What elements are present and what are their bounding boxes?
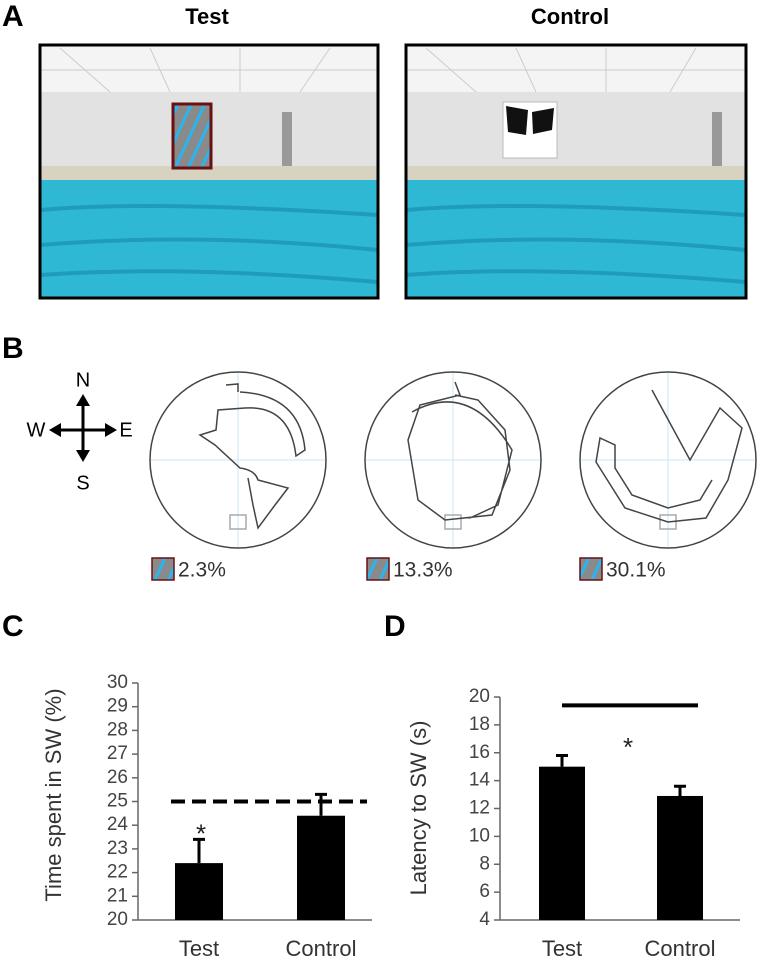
- scene-control: [404, 43, 748, 300]
- error-bar: [315, 792, 327, 816]
- x-tick-label: Control: [286, 936, 357, 961]
- x-tick-label: Control: [645, 936, 716, 961]
- y-axis-label: Latency to SW (s): [406, 721, 431, 896]
- y-tick-label: 16: [469, 742, 490, 763]
- x-tick-label: Test: [542, 936, 582, 961]
- bar: [657, 795, 703, 920]
- y-tick-label: 30: [107, 672, 128, 693]
- x-tick-label: Test: [179, 936, 219, 961]
- y-tick-label: 20: [107, 909, 128, 930]
- y-tick-label: 24: [107, 814, 129, 835]
- y-tick-label: 23: [107, 838, 128, 859]
- y-tick-label: 20: [469, 686, 490, 707]
- y-tick-label: 14: [469, 770, 491, 791]
- panel-label: D: [384, 610, 406, 643]
- y-tick-label: 10: [469, 825, 490, 846]
- bar: [297, 815, 345, 920]
- compass-label: W: [27, 419, 46, 441]
- trajectories: [149, 371, 757, 581]
- bar: [175, 863, 223, 920]
- percentage: 13.3%: [393, 559, 453, 582]
- y-tick-label: 25: [107, 791, 128, 812]
- panel-label: B: [2, 332, 24, 365]
- bar: [539, 766, 585, 920]
- y-tick-label: 8: [479, 853, 490, 874]
- y-tick-label: 12: [469, 798, 490, 819]
- percentage: 2.3%: [178, 559, 226, 582]
- compass: [49, 394, 117, 462]
- compass-label: S: [76, 472, 89, 494]
- y-tick-label: 6: [479, 881, 490, 902]
- y-tick-label: 4: [479, 909, 490, 930]
- scene-test: [38, 43, 380, 300]
- error-bar: [674, 784, 686, 796]
- y-axis-label: Time spent in SW (%): [41, 688, 66, 901]
- panel-label: A: [2, 0, 24, 33]
- percentage: 30.1%: [606, 559, 666, 582]
- panel-label: C: [2, 610, 24, 643]
- compass-label: N: [76, 369, 90, 391]
- error-bar: [556, 754, 568, 767]
- significance-star: *: [623, 732, 633, 762]
- scene-title: Test: [185, 4, 229, 29]
- compass-label: E: [119, 419, 132, 441]
- y-tick-label: 29: [107, 696, 128, 717]
- y-tick-label: 22: [107, 862, 128, 883]
- error-bar: [193, 837, 205, 864]
- y-tick-label: 21: [107, 885, 128, 906]
- y-tick-label: 26: [107, 767, 128, 788]
- significance-star: *: [196, 818, 206, 848]
- scene-title: Control: [531, 4, 609, 29]
- y-tick-label: 28: [107, 719, 128, 740]
- y-tick-label: 27: [107, 743, 128, 764]
- y-tick-label: 18: [469, 714, 490, 735]
